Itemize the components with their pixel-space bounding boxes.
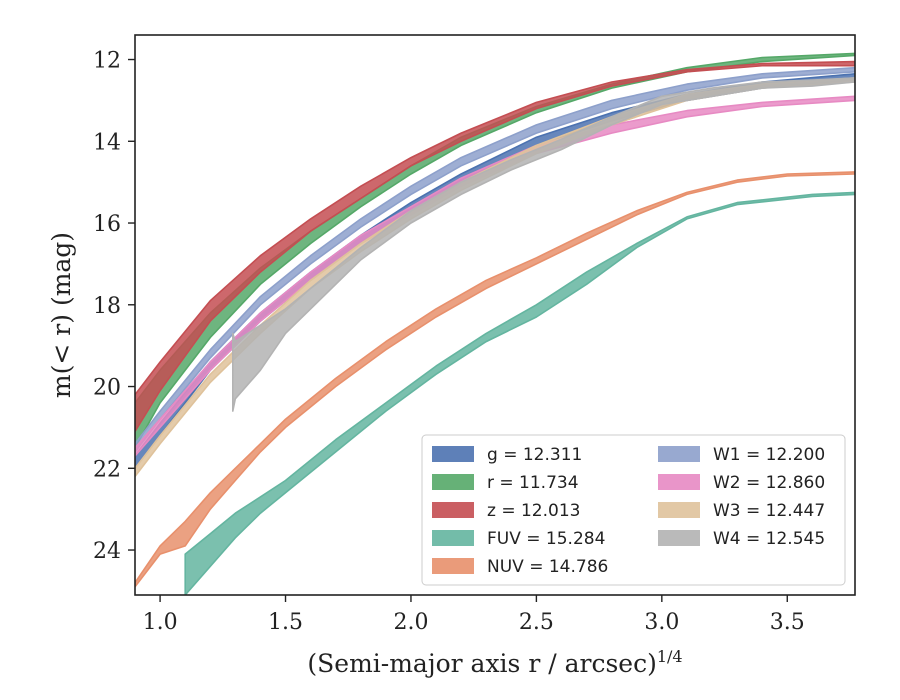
plot-frame bbox=[134, 34, 856, 596]
y-axis: 12 14 16 18 20 22 24 bbox=[93, 49, 135, 564]
x-tick-label: 3.0 bbox=[644, 610, 679, 635]
y-axis-label: m(< r) (mag) bbox=[47, 232, 76, 398]
x-axis-label-text: (Semi-major axis r / arcsec) bbox=[307, 649, 656, 678]
legend-swatch-w2 bbox=[658, 474, 700, 490]
y-tick-label: 12 bbox=[93, 49, 121, 74]
series-bands bbox=[135, 52, 855, 595]
y-tick-label: 24 bbox=[93, 539, 121, 564]
x-tick-label: 3.5 bbox=[770, 610, 805, 635]
legend-label-nuv: NUV = 14.786 bbox=[487, 557, 608, 577]
legend-label-w4: W4 = 12.545 bbox=[713, 529, 825, 549]
x-tick-label: 2.5 bbox=[519, 610, 554, 635]
legend-frame bbox=[421, 434, 846, 586]
legend: g = 12.311 r = 11.734 z = 12.013 FUV = 15.2… bbox=[421, 434, 846, 586]
x-tick-label: 1.0 bbox=[143, 610, 178, 635]
y-tick-label: 18 bbox=[93, 294, 121, 319]
y-tick-label: 16 bbox=[93, 212, 121, 237]
legend-label-w1: W1 = 12.200 bbox=[713, 445, 825, 465]
legend-swatch-r bbox=[432, 474, 474, 490]
series-band-z bbox=[135, 60, 855, 433]
legend-label-fuv: FUV = 15.284 bbox=[487, 529, 605, 549]
x-axis-label-superscript: 1/4 bbox=[657, 647, 683, 666]
x-tick-label: 1.5 bbox=[268, 610, 303, 635]
series-band-nuv bbox=[135, 171, 855, 588]
legend-label-w2: W2 = 12.860 bbox=[713, 473, 825, 493]
legend-swatch-g bbox=[432, 446, 474, 462]
legend-swatch-w4 bbox=[658, 530, 700, 546]
legend-label-g: g = 12.311 bbox=[487, 445, 582, 465]
x-axis: 1.0 1.5 2.0 2.5 3.0 3.5 bbox=[143, 595, 805, 635]
x-axis-label: (Semi-major axis r / arcsec)1/4 bbox=[307, 647, 682, 678]
legend-label-r: r = 11.734 bbox=[487, 473, 579, 493]
series-band-w1 bbox=[135, 66, 855, 453]
legend-label-z: z = 12.013 bbox=[487, 501, 580, 521]
legend-swatch-w1 bbox=[658, 446, 700, 462]
legend-swatch-nuv bbox=[432, 558, 474, 574]
series-band-fuv bbox=[184, 191, 855, 595]
legend-swatch-w3 bbox=[658, 502, 700, 518]
y-tick-label: 22 bbox=[93, 457, 121, 482]
y-tick-label: 20 bbox=[93, 376, 121, 401]
legend-swatch-z bbox=[432, 502, 474, 518]
legend-label-w3: W3 = 12.447 bbox=[713, 501, 825, 521]
series-band-w4 bbox=[232, 77, 855, 412]
x-tick-label: 2.0 bbox=[393, 610, 428, 635]
legend-swatch-fuv bbox=[432, 530, 474, 546]
y-tick-label: 14 bbox=[93, 130, 121, 155]
